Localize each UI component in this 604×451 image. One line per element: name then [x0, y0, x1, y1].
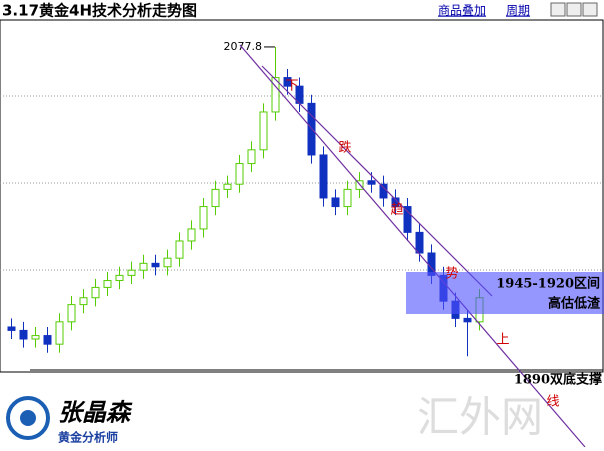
- logo-icon: [6, 396, 50, 440]
- button[interactable]: 商品叠加: [438, 3, 486, 18]
- candle-body: [403, 206, 412, 233]
- trend-char: 下: [285, 79, 298, 94]
- logo-icon: [20, 410, 36, 426]
- box-text: 1945-1920区间: [496, 276, 600, 292]
- logo-name: 张晶森: [58, 398, 133, 427]
- candle-body: [19, 329, 28, 340]
- candle-body: [211, 188, 220, 208]
- candle-body: [187, 228, 196, 242]
- title: 3.17黄金4H技术分析走势图: [2, 2, 197, 20]
- trend-char: 线: [546, 395, 559, 410]
- candle-body: [415, 231, 424, 254]
- trend-char: 势: [445, 266, 458, 282]
- candle-body: [163, 257, 172, 268]
- candle-body: [79, 297, 88, 306]
- candle-body: [91, 286, 100, 299]
- nav-button[interactable]: [566, 2, 582, 17]
- candle-body: [367, 180, 376, 185]
- candle-body: [139, 262, 148, 271]
- watermark: 汇外网: [417, 393, 543, 442]
- candle-body: [235, 163, 244, 185]
- candle-body: [151, 262, 160, 268]
- trend-line: [239, 44, 586, 448]
- trend-line: [261, 65, 493, 297]
- high-label: 2077.8: [224, 40, 263, 53]
- candle-body: [259, 111, 268, 151]
- candle-body: [43, 335, 52, 345]
- candle-body: [115, 274, 124, 282]
- candle-body: [175, 240, 184, 259]
- candle-body: [31, 335, 40, 340]
- candle-body: [343, 188, 352, 208]
- trend-char: 跌: [338, 140, 351, 156]
- nav-button[interactable]: [550, 2, 566, 17]
- candle-body: [199, 206, 208, 230]
- candle-body: [103, 280, 112, 288]
- candle-body: [463, 317, 472, 323]
- nav-button[interactable]: [582, 2, 598, 17]
- candle-body: [223, 183, 232, 190]
- logo-subtitle: 黄金分析师: [58, 430, 118, 445]
- trend-char: 上: [496, 333, 509, 348]
- candle-body: [247, 149, 256, 165]
- candle-body: [283, 77, 292, 87]
- candle-body: [271, 77, 280, 113]
- candle-body: [127, 269, 136, 276]
- chart-frame: [0, 19, 604, 373]
- button[interactable]: 周期: [506, 4, 530, 18]
- support-text: 1890双底支撑: [514, 372, 602, 388]
- candle-body: [55, 321, 64, 345]
- candle-body: [331, 197, 340, 208]
- candle-body: [379, 183, 388, 199]
- box-text: 高估低渣: [548, 296, 601, 312]
- trend-char: 趋: [390, 203, 403, 218]
- range-box: [406, 272, 604, 314]
- candle-body: [7, 326, 16, 331]
- candle-body: [67, 304, 76, 323]
- candle-body: [319, 154, 328, 199]
